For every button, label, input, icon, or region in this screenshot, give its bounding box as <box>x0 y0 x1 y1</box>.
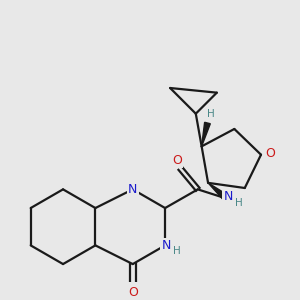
Text: H: H <box>173 246 181 256</box>
Text: O: O <box>266 147 275 160</box>
Text: H: H <box>207 109 215 119</box>
Polygon shape <box>208 183 229 201</box>
Polygon shape <box>202 122 210 146</box>
Text: N: N <box>162 239 171 252</box>
Text: N: N <box>224 190 233 203</box>
Text: O: O <box>128 286 138 298</box>
Text: N: N <box>128 183 137 196</box>
Text: H: H <box>235 198 242 208</box>
Text: O: O <box>172 154 182 167</box>
